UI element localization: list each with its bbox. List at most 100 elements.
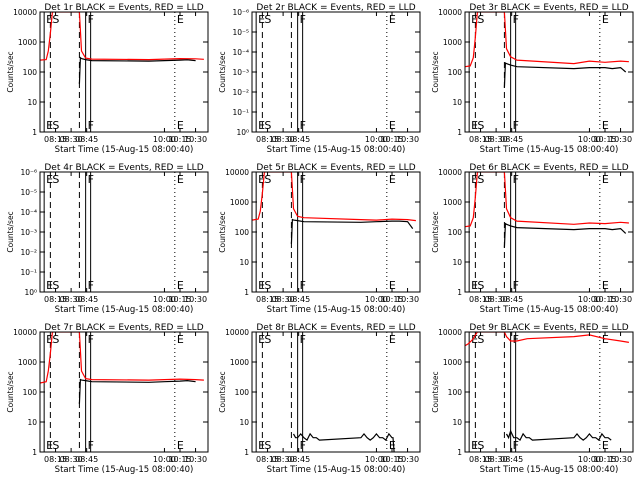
marker-label: E (602, 333, 609, 346)
y-tick-label: 1000 (443, 358, 462, 367)
marker-label: F (513, 173, 519, 186)
marker-label: F (300, 333, 306, 346)
marker-label: F (88, 333, 94, 346)
x-tick-label: 10:00 (578, 295, 601, 304)
marker-label-bottom: F (300, 119, 306, 132)
x-tick-label: 10:15 (593, 135, 616, 144)
marker-label-bottom: E (46, 119, 53, 132)
marker-label-bottom: F (300, 279, 306, 292)
marker-label: S (52, 333, 59, 346)
marker-label: S (477, 173, 484, 186)
panel-title: Det 2r BLACK = Events, RED = LLD (256, 3, 415, 13)
plot-frame (464, 11, 634, 133)
marker-label-bottom: S (477, 119, 484, 132)
y-tick-label: 10⁰ (236, 128, 249, 137)
y-tick-label: 10000 (13, 8, 37, 17)
x-tick-label: 10:00 (153, 295, 176, 304)
lld-rate-line (40, 332, 204, 384)
panel-title: Det 8r BLACK = Events, RED = LLD (256, 323, 415, 333)
x-tick-label: 08:45 (287, 295, 310, 304)
x-tick-label: 10:15 (593, 455, 616, 464)
x-tick-label: 10:15 (168, 135, 191, 144)
marker-label: F (513, 333, 519, 346)
marker-label-bottom: S (52, 279, 59, 292)
detector-panel-8: Det 8r BLACK = Events, RED = LLDEESSFFEE… (218, 323, 421, 475)
events-rate-line (78, 378, 196, 404)
events-rate-line (503, 62, 627, 88)
marker-label-bottom: F (88, 439, 94, 452)
y-tick-label: 10⁻¹ (20, 268, 37, 277)
y-tick-label: 1000 (230, 198, 249, 207)
x-tick-label: 10:15 (168, 455, 191, 464)
marker-label-bottom: F (513, 439, 519, 452)
x-axis-label: Start Time (15-Aug-15 08:00:40) (55, 305, 194, 315)
marker-label: S (52, 13, 59, 26)
y-tick-label: 10⁻⁵ (232, 28, 249, 37)
y-axis-label: Counts/sec (218, 371, 227, 412)
y-tick-label: 10⁻⁶ (232, 8, 249, 17)
x-tick-label: 10:00 (365, 455, 388, 464)
y-axis-label: Counts/sec (431, 371, 440, 412)
plot-frame (464, 171, 634, 293)
marker-label-bottom: E (46, 439, 53, 452)
y-tick-label: 10⁻² (20, 248, 37, 257)
marker-label: S (477, 333, 484, 346)
x-tick-label: 08:30 (272, 295, 295, 304)
y-tick-label: 10⁻² (232, 88, 249, 97)
detector-panel-9: Det 9r BLACK = Events, RED = LLDEESSFFEE… (431, 323, 634, 475)
x-axis-label: Start Time (15-Aug-15 08:00:40) (267, 305, 406, 315)
x-axis-label: Start Time (15-Aug-15 08:00:40) (267, 465, 406, 475)
y-tick-label: 1 (244, 288, 249, 297)
y-tick-label: 1 (244, 448, 249, 457)
panel-title: Det 7r BLACK = Events, RED = LLD (44, 323, 203, 333)
marker-label: E (258, 333, 265, 346)
x-tick-label: 10:00 (578, 135, 601, 144)
marker-label-bottom: S (477, 439, 484, 452)
lld-rate-line (465, 332, 629, 347)
marker-label-bottom: F (513, 119, 519, 132)
marker-label: E (602, 13, 609, 26)
marker-label: S (52, 173, 59, 186)
x-tick-label: 10:30 (609, 135, 632, 144)
y-tick-label: 10 (239, 418, 249, 427)
x-tick-label: 08:45 (500, 455, 523, 464)
marker-label-bottom: S (264, 279, 271, 292)
marker-label-bottom: S (477, 279, 484, 292)
lld-rate-line (465, 172, 629, 228)
x-tick-label: 08:15 (44, 135, 67, 144)
y-axis-label: Counts/sec (218, 51, 227, 92)
marker-label: E (602, 173, 609, 186)
x-tick-label: 10:15 (593, 295, 616, 304)
marker-label: E (389, 13, 396, 26)
y-axis-label: Counts/sec (6, 51, 15, 92)
x-tick-label: 08:30 (485, 455, 508, 464)
y-tick-label: 1 (457, 288, 462, 297)
x-tick-label: 08:15 (256, 455, 279, 464)
panel-title: Det 1r BLACK = Events, RED = LLD (44, 3, 203, 13)
marker-label-bottom: E (177, 279, 184, 292)
x-tick-label: 08:15 (469, 135, 492, 144)
x-tick-label: 10:30 (184, 135, 207, 144)
marker-label-bottom: E (471, 119, 478, 132)
y-axis-label: Counts/sec (218, 211, 227, 252)
x-tick-label: 08:15 (469, 295, 492, 304)
panel-title: Det 5r BLACK = Events, RED = LLD (256, 163, 415, 173)
x-tick-label: 10:00 (153, 455, 176, 464)
y-axis-label: Counts/sec (6, 211, 15, 252)
plot-frame (251, 11, 421, 133)
detector-panel-7: Det 7r BLACK = Events, RED = LLDEESSFFEE… (6, 323, 209, 475)
x-tick-label: 10:30 (396, 295, 419, 304)
x-tick-label: 10:30 (184, 295, 207, 304)
lld-rate-line (252, 172, 416, 222)
x-tick-label: 08:30 (60, 455, 83, 464)
x-tick-label: 08:45 (75, 295, 98, 304)
y-tick-label: 1 (32, 128, 37, 137)
marker-label: F (88, 173, 94, 186)
y-tick-label: 100 (235, 228, 250, 237)
events-rate-line (78, 56, 196, 84)
marker-label: S (477, 13, 484, 26)
y-tick-label: 10 (239, 258, 249, 267)
x-tick-label: 10:00 (365, 295, 388, 304)
detector-panel-5: Det 5r BLACK = Events, RED = LLDEESSFFEE… (218, 163, 421, 315)
x-tick-label: 08:15 (44, 295, 67, 304)
